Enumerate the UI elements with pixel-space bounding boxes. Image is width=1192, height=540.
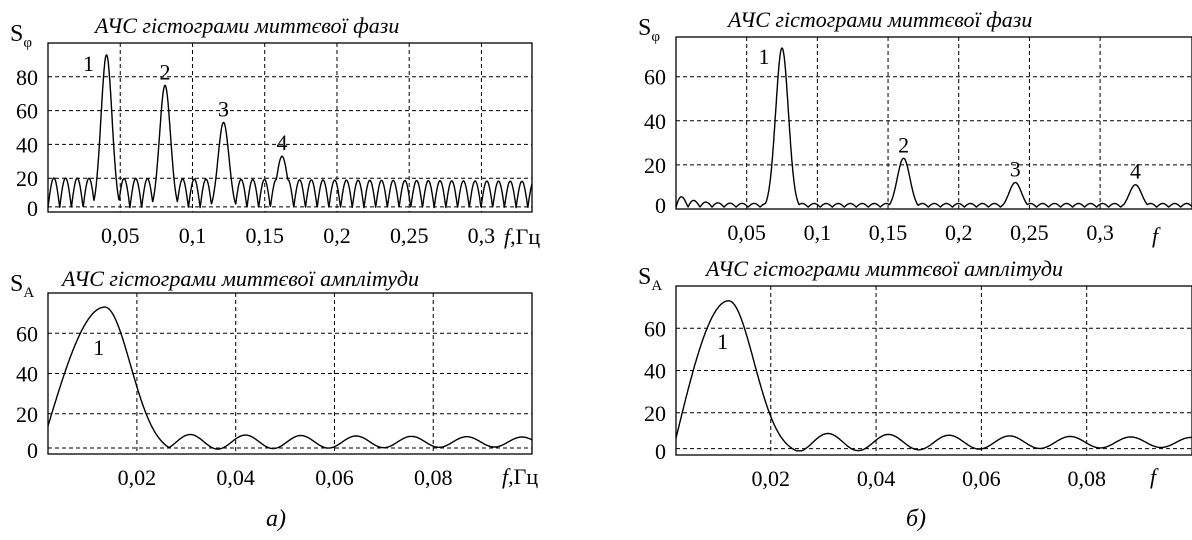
peak-label: 4 — [1130, 159, 1141, 184]
y-tick-label: 40 — [644, 109, 666, 134]
chart-title: АЧС гістограми миттєвої амплітуди — [60, 266, 419, 291]
x-tick-label: 0,05 — [727, 220, 766, 245]
y-tick-label: 0 — [27, 196, 38, 221]
chart-3: АЧС гістограми миттєвої фази Sφ 0,05 0,1 0,1… — [638, 7, 1192, 248]
y-axis-label: Sφ — [638, 15, 660, 45]
x-axis-label: f — [1152, 223, 1161, 248]
panel-label-b: б) — [906, 506, 926, 532]
y-tick-label: 20 — [644, 153, 666, 178]
y-tick-label: 20 — [644, 401, 666, 426]
spectrum-line — [47, 306, 533, 450]
x-tick-label: 0,02 — [118, 465, 157, 490]
x-axis-label-var: f — [502, 464, 511, 489]
x-axis-label: f,Гц — [502, 464, 538, 489]
x-tick-label: 0,04 — [216, 465, 255, 490]
plot-frame — [675, 285, 1192, 456]
y-axis-label-main: S — [638, 264, 651, 290]
chart-title: АЧС гістограми миттєвої фази — [93, 13, 399, 38]
x-tick-label: 0,2 — [945, 220, 973, 245]
peak-label: 4 — [277, 130, 288, 155]
x-axis-label: f — [1150, 464, 1159, 489]
x-tick-label: 0,04 — [857, 466, 896, 491]
y-axis-label-sub: φ — [23, 35, 32, 51]
y-tick-label: 20 — [16, 402, 38, 427]
y-axis-label-main: S — [638, 15, 651, 41]
x-tick-label: 0,25 — [390, 223, 429, 248]
peak-label: 3 — [218, 96, 229, 121]
y-tick-label: 60 — [644, 316, 666, 341]
y-tick-label: 40 — [16, 132, 38, 157]
plot-frame — [47, 292, 533, 455]
x-axis-label: f,Гц — [504, 224, 540, 249]
chart-4: АЧС гістограми миттєвої амплітуди SA 0,02 0… — [638, 256, 1192, 491]
peak-label: 1 — [759, 44, 770, 69]
x-tick-label: 0,15 — [869, 220, 908, 245]
x-axis-label-var: f — [504, 224, 513, 249]
x-tick-label: 0,1 — [179, 223, 207, 248]
y-axis-label: SA — [638, 264, 662, 294]
chart-2: АЧС гістограми миттєвої амплітуди SA 0,02 0… — [10, 266, 538, 490]
spectrum-line — [47, 54, 533, 209]
panel-label-a: а) — [266, 506, 286, 532]
y-axis-label-main: S — [10, 21, 23, 47]
x-tick-label: 0,02 — [752, 466, 791, 491]
x-tick-label: 0,3 — [1086, 220, 1114, 245]
y-tick-label: 60 — [16, 99, 38, 124]
x-tick-label: 0,06 — [962, 466, 1001, 491]
chart-title: АЧС гістограми миттєвої амплітуди — [704, 256, 1063, 281]
x-tick-label: 0,08 — [414, 465, 453, 490]
y-tick-label: 0 — [655, 439, 666, 464]
x-tick-label: 0,05 — [101, 223, 140, 248]
x-axis-label-var: f — [1152, 223, 1161, 248]
y-tick-label: 80 — [16, 65, 38, 90]
peak-label: 3 — [1010, 157, 1021, 182]
y-axis-label-main: S — [10, 271, 23, 297]
peak-label: 1 — [717, 329, 728, 354]
x-tick-label: 0,06 — [315, 465, 354, 490]
y-axis-label: SA — [10, 271, 34, 301]
y-tick-label: 60 — [644, 65, 666, 90]
y-tick-label: 40 — [644, 359, 666, 384]
y-axis-label-sub: A — [23, 285, 34, 301]
spectrum-line — [675, 300, 1192, 452]
plot-frame — [47, 42, 533, 213]
x-axis-label-var: f — [1150, 464, 1159, 489]
y-axis-label: Sφ — [10, 21, 32, 51]
y-tick-label: 20 — [16, 166, 38, 191]
x-axis-label-unit: ,Гц — [508, 464, 538, 489]
x-tick-label: 0,15 — [245, 223, 284, 248]
x-tick-label: 0,3 — [468, 223, 496, 248]
y-axis-label-sub: A — [651, 278, 662, 294]
y-tick-label: 0 — [27, 438, 38, 463]
y-tick-label: 0 — [655, 193, 666, 218]
x-tick-label: 0,1 — [804, 220, 832, 245]
y-tick-label: 60 — [16, 321, 38, 346]
peak-label: 2 — [160, 59, 171, 84]
chart-1: АЧС гістограми миттєвої фази Sφ 0,05 0,1 0,1… — [10, 13, 540, 249]
x-tick-label: 0,08 — [1067, 466, 1106, 491]
x-axis-label-unit: ,Гц — [510, 224, 540, 249]
y-tick-label: 40 — [16, 362, 38, 387]
x-tick-label: 0,2 — [323, 223, 351, 248]
plot-frame — [675, 36, 1192, 210]
y-axis-label-sub: φ — [651, 29, 660, 45]
chart-title: АЧС гістограми миттєвої фази — [726, 7, 1032, 32]
spectrum-line — [675, 47, 1192, 208]
x-tick-label: 0,25 — [1010, 220, 1049, 245]
peak-label: 2 — [898, 132, 909, 157]
peak-label: 1 — [83, 51, 94, 76]
peak-label: 1 — [93, 335, 104, 360]
